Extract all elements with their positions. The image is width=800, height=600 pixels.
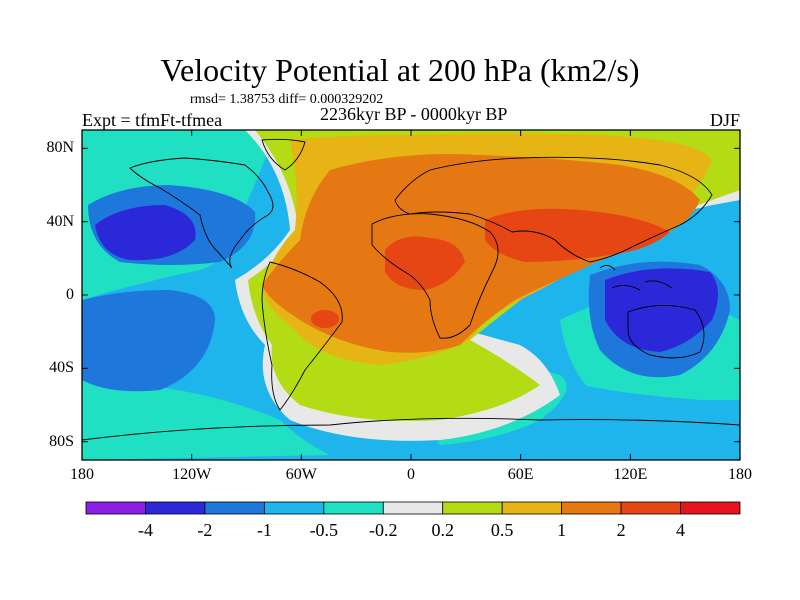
- colorbar-label: -1: [256, 520, 272, 540]
- colorbar-swatch: [382, 501, 444, 515]
- lat-tick-label: 40N: [46, 212, 74, 230]
- colorbar-label: 4: [676, 520, 686, 540]
- colorbar-swatch: [204, 501, 265, 515]
- colorbar-label: -2: [197, 520, 213, 540]
- contour-band-2-4-asia: [485, 208, 670, 262]
- map-panel: [82, 130, 740, 460]
- colorbar-swatch: [323, 501, 384, 515]
- contour-band-south-east: [560, 385, 740, 460]
- coastline-australia: [627, 305, 705, 359]
- coastline-africa: [371, 213, 499, 339]
- experiment-label: Expt = tfmFt-tfmea: [82, 110, 223, 130]
- coastline-south-america: [261, 261, 343, 411]
- colorbar-label: -0.2: [369, 520, 398, 540]
- axis-ticks: [81, 130, 741, 460]
- colorbar-swatch: [680, 501, 741, 515]
- lon-tick-label: 120W: [172, 466, 212, 483]
- colorbar-swatch: [561, 501, 622, 515]
- colorbar-label: 1: [557, 520, 567, 540]
- contour-band-2-4-africa: [385, 236, 465, 290]
- colorbar-swatch: [145, 501, 206, 515]
- contour-band-minus1-pacific: [82, 290, 215, 392]
- coastlines: [82, 138, 740, 441]
- colorbar-label: 2: [616, 520, 626, 540]
- colorbar-swatch: [85, 501, 146, 515]
- colorbar-swatch: [442, 501, 503, 515]
- period-label: 2236kyr BP - 0000kyr BP: [320, 104, 508, 124]
- lat-tick-label: 80N: [46, 139, 74, 157]
- statistics-text: rmsd= 1.38753 diff= 0.000329202: [190, 92, 384, 107]
- colorbar-label: 0.2: [431, 520, 454, 540]
- chart-title: Velocity Potential at 200 hPa (km2/s): [160, 52, 640, 88]
- coastline-eurasia: [394, 156, 713, 263]
- contour-band-teal-southwest: [82, 380, 330, 460]
- lon-tick-label: 60W: [285, 466, 317, 483]
- lon-tick-label: 120E: [613, 466, 648, 483]
- colorbar-swatch: [501, 501, 563, 515]
- lat-tick-label: 40S: [49, 359, 74, 377]
- colorbar-swatch: [263, 501, 325, 515]
- colorbar-label: -0.5: [309, 520, 339, 540]
- contour-band-minus2-maritime: [605, 268, 719, 352]
- colorbar-swatch: [620, 501, 681, 515]
- season-label: DJF: [709, 110, 740, 130]
- contour-band-1-2: [262, 154, 700, 353]
- lon-tick-label: 0: [407, 466, 415, 483]
- lon-tick-label: 180: [70, 466, 94, 483]
- coastline-maritime-islands: [599, 265, 673, 291]
- lon-tick-label: 60E: [507, 466, 534, 483]
- lat-tick-label: 80S: [49, 432, 74, 450]
- colorbar-label: -4: [137, 520, 153, 540]
- colorbar-label: 0.5: [490, 520, 514, 540]
- contour-fill: [82, 130, 740, 460]
- lat-tick-label: 0: [66, 286, 74, 303]
- lon-tick-label: 180: [728, 466, 752, 483]
- colorbar: [85, 501, 741, 515]
- coastline-greenland: [261, 138, 306, 171]
- coastline-antarctica: [82, 417, 740, 441]
- contour-band-2-4-southamerica: [311, 310, 339, 328]
- coastline-north-america: [129, 157, 274, 269]
- contour-band-minus2-northpacific: [95, 205, 196, 261]
